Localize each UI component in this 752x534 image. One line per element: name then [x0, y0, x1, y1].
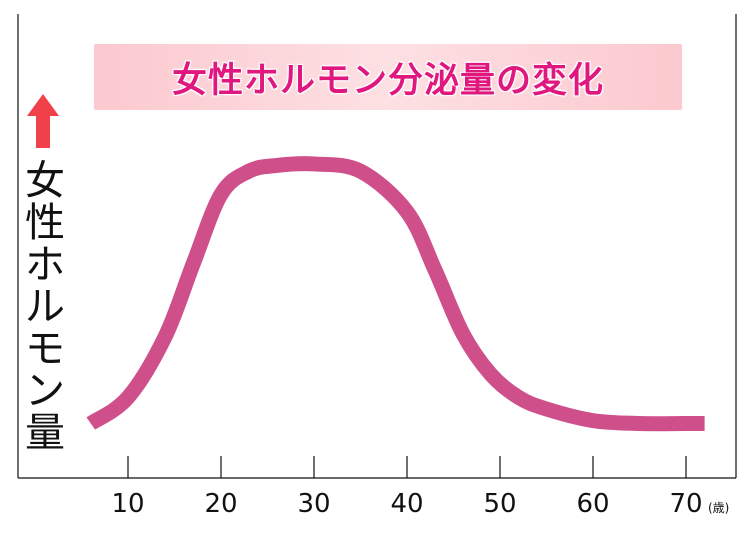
- y-axis-label-char-3: ル: [25, 284, 65, 330]
- series-layer: [86, 156, 705, 432]
- x-tick-label-20: 20: [204, 489, 237, 519]
- series-line-0: [86, 156, 705, 432]
- y-axis-label: 女性ホルモン量: [22, 160, 68, 454]
- x-tick-label-30: 30: [297, 489, 330, 519]
- axes: [17, 14, 737, 479]
- x-tick-label-60: 60: [576, 489, 609, 519]
- x-ticks: 10 20 30 40 50 60 70 (歳): [111, 456, 729, 519]
- chart-title-banner: 女性ホルモン分泌量の変化: [94, 44, 682, 110]
- y-axis-label-char-6: 量: [25, 410, 65, 456]
- up-arrow-icon: [27, 94, 59, 148]
- x-tick-label-10: 10: [111, 489, 144, 519]
- y-axis-label-char-5: ン: [25, 368, 65, 414]
- y-axis-label-char-1: 性: [25, 200, 65, 246]
- y-axis-label-char-4: モ: [25, 326, 65, 372]
- x-tick-label-70: 70: [669, 489, 702, 519]
- x-unit-label: (歳): [708, 501, 729, 515]
- y-axis-label-char-2: ホ: [25, 242, 65, 288]
- x-tick-label-50: 50: [483, 489, 516, 519]
- x-tick-label-40: 40: [390, 489, 423, 519]
- chart-title: 女性ホルモン分泌量の変化: [171, 60, 604, 101]
- y-axis-label-char-0: 女: [25, 158, 65, 204]
